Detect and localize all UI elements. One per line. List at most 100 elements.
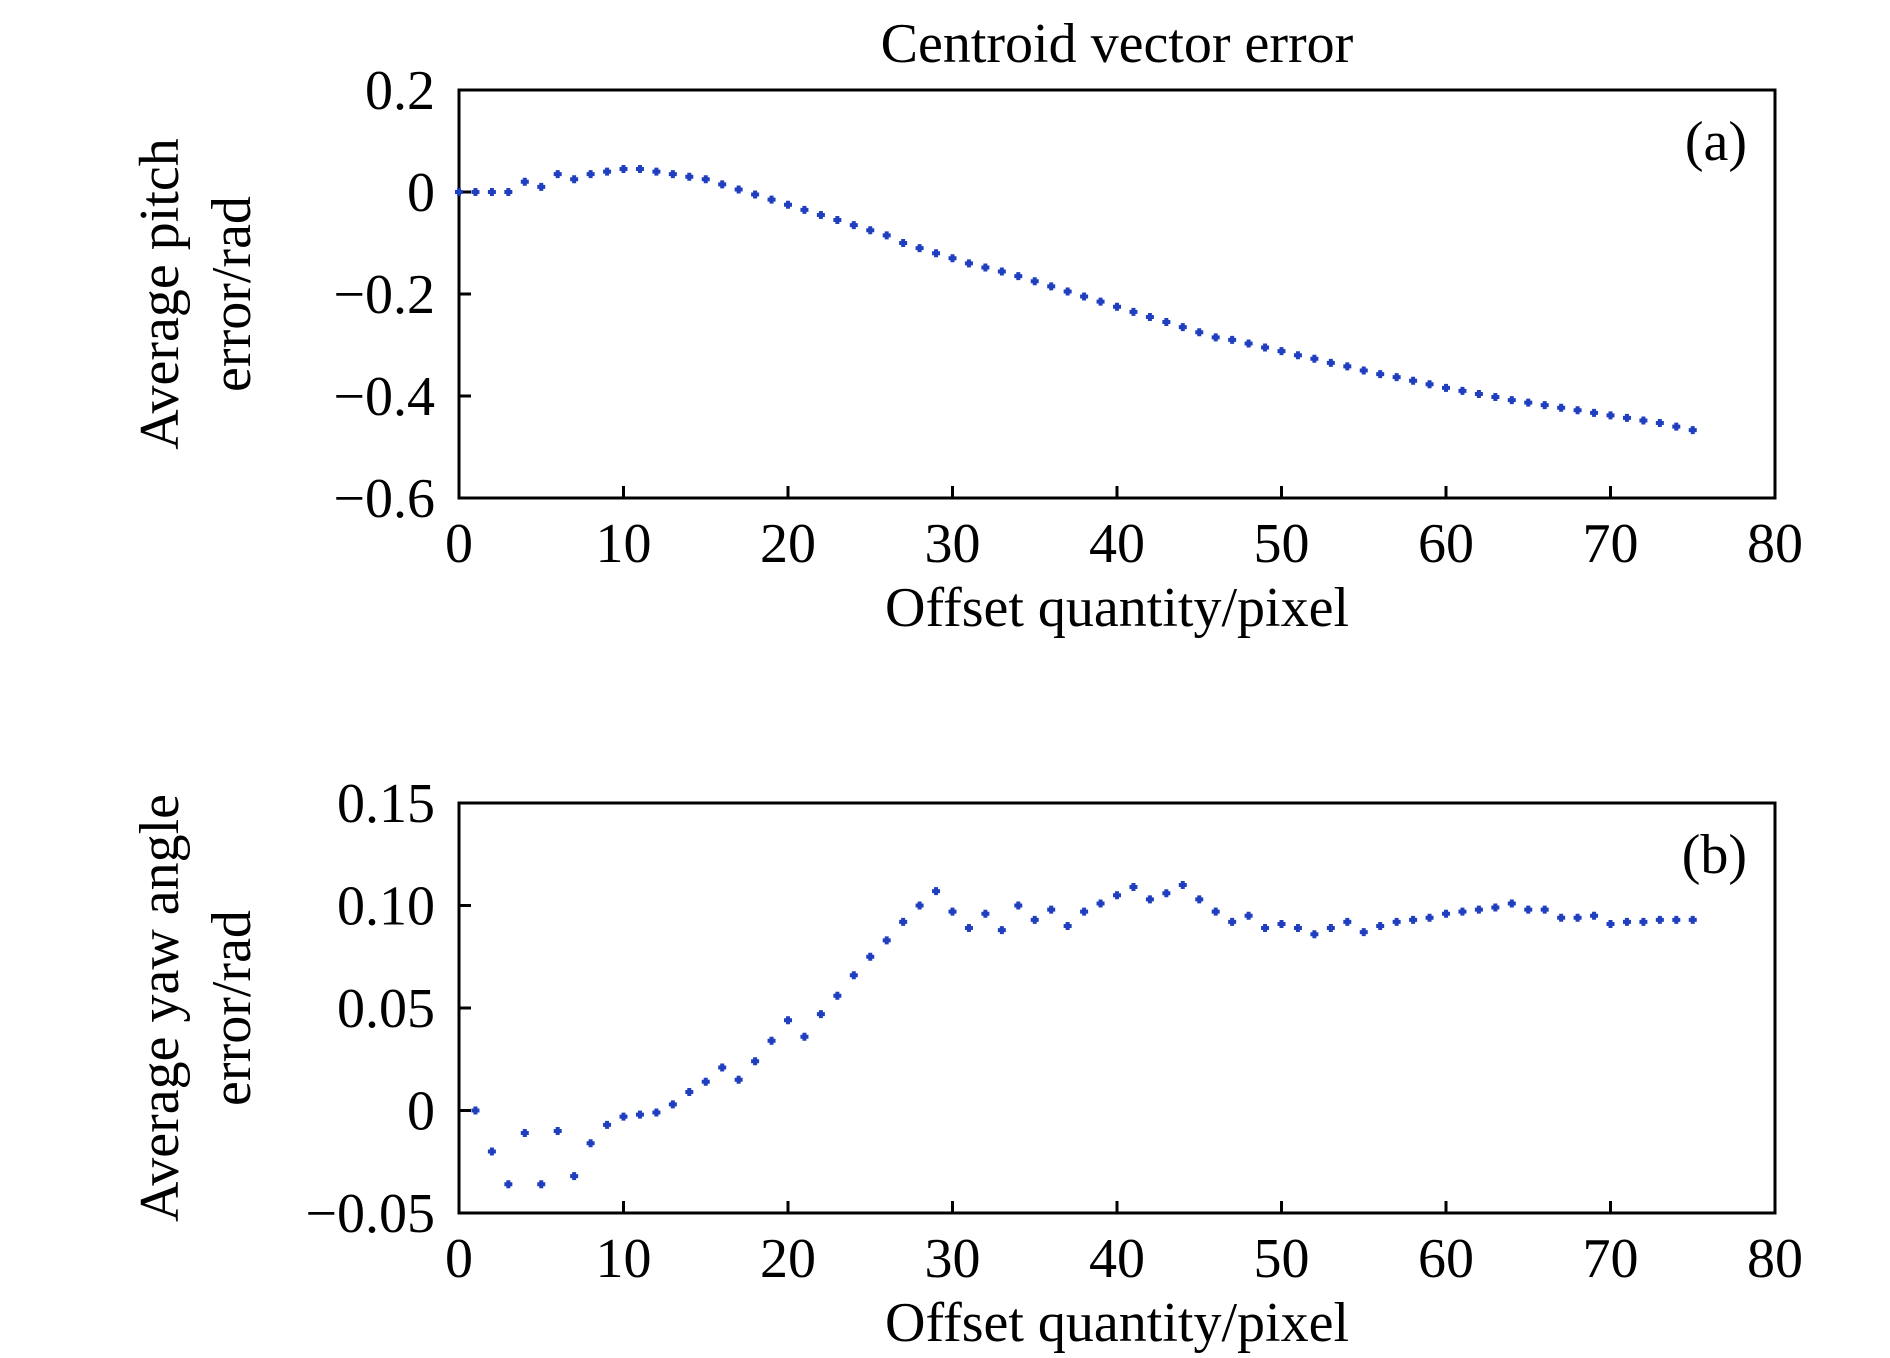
y-tick-label: −0.4 xyxy=(333,366,435,428)
x-tick-label: 0 xyxy=(445,513,473,575)
y-tick-label: 0.10 xyxy=(337,876,435,938)
data-point xyxy=(734,1075,743,1084)
data-point xyxy=(685,172,694,181)
data-point xyxy=(981,263,990,272)
chart-title: Centroid vector error xyxy=(881,13,1354,75)
data-point xyxy=(586,170,595,179)
data-point xyxy=(668,170,677,179)
data-point xyxy=(1409,376,1418,385)
data-point xyxy=(619,165,628,174)
data-point xyxy=(1458,386,1467,395)
data-point xyxy=(997,267,1006,276)
data-point xyxy=(553,170,562,179)
data-point xyxy=(537,1180,546,1189)
data-point xyxy=(1162,889,1171,898)
data-point xyxy=(603,1120,612,1129)
y-tick-label: 0.2 xyxy=(365,60,435,122)
x-tick-label: 0 xyxy=(445,1228,473,1290)
data-point xyxy=(1557,913,1566,922)
y-axis-label-line: error/rad xyxy=(201,910,263,1106)
data-point xyxy=(1228,917,1237,926)
data-point xyxy=(668,1100,677,1109)
data-point xyxy=(882,231,891,240)
data-point xyxy=(734,185,743,194)
data-point xyxy=(1047,905,1056,914)
data-point xyxy=(1047,282,1056,291)
x-tick-label: 50 xyxy=(1254,1228,1310,1290)
data-point xyxy=(701,175,710,184)
plot-frame-1 xyxy=(457,801,1777,1215)
data-point xyxy=(1590,911,1599,920)
data-point xyxy=(866,226,875,235)
data-point xyxy=(1639,917,1648,926)
data-point xyxy=(1326,358,1335,367)
data-point xyxy=(964,259,973,268)
y-tick-label: 0 xyxy=(407,162,435,224)
x-tick-label: 10 xyxy=(596,1228,652,1290)
data-point xyxy=(1606,411,1615,420)
data-point xyxy=(520,1129,529,1138)
x-tick-label: 20 xyxy=(760,513,816,575)
data-point xyxy=(1129,307,1138,316)
y-tick-label: 0.15 xyxy=(337,773,435,835)
data-point xyxy=(1228,335,1237,344)
data-point xyxy=(487,188,496,196)
y-tick-label: −0.05 xyxy=(305,1183,435,1245)
data-point xyxy=(487,1147,496,1156)
data-point xyxy=(1392,917,1401,926)
data-point xyxy=(1606,919,1615,928)
data-point xyxy=(1145,895,1154,904)
data-point xyxy=(751,1057,760,1066)
data-point xyxy=(1688,915,1697,924)
plot-frame-0 xyxy=(457,88,1777,500)
data-point xyxy=(800,205,809,214)
data-point xyxy=(833,216,842,225)
x-tick-label: 70 xyxy=(1583,513,1639,575)
data-point xyxy=(1030,915,1039,924)
data-point xyxy=(1491,903,1500,912)
data-point xyxy=(1326,924,1335,933)
data-point xyxy=(603,167,612,176)
data-point xyxy=(1277,919,1286,928)
data-point xyxy=(1376,922,1385,930)
data-point xyxy=(948,254,957,263)
data-point xyxy=(915,244,924,253)
x-tick-label: 40 xyxy=(1089,513,1145,575)
data-point xyxy=(1211,333,1220,342)
data-point xyxy=(1261,924,1270,933)
data-point xyxy=(767,1036,776,1045)
y-tick-label: −0.6 xyxy=(333,468,435,530)
data-point xyxy=(964,924,973,933)
data-point xyxy=(701,1077,710,1086)
data-point xyxy=(1409,915,1418,924)
data-point xyxy=(1063,287,1072,296)
data-point xyxy=(1376,370,1385,379)
data-point xyxy=(1178,323,1187,332)
data-point xyxy=(932,249,941,258)
data-point xyxy=(816,210,825,219)
data-point xyxy=(455,188,463,196)
data-point xyxy=(1622,413,1631,422)
x-tick-label: 80 xyxy=(1747,1228,1803,1290)
data-point xyxy=(1244,911,1253,920)
data-point xyxy=(1178,881,1187,889)
data-point xyxy=(997,926,1006,935)
data-point xyxy=(1557,403,1566,412)
y-tick-label: −0.2 xyxy=(333,264,435,326)
data-point xyxy=(1622,917,1631,926)
data-point xyxy=(1277,347,1286,356)
data-point xyxy=(504,1180,513,1189)
data-point xyxy=(816,1010,825,1019)
data-point xyxy=(1590,408,1599,417)
data-point xyxy=(1655,419,1664,428)
data-point xyxy=(1310,930,1319,939)
data-point xyxy=(1014,901,1023,910)
data-point xyxy=(1540,905,1549,914)
data-point xyxy=(866,952,875,961)
data-point xyxy=(1293,351,1302,360)
data-point xyxy=(1080,907,1089,916)
x-tick-label: 40 xyxy=(1089,1228,1145,1290)
data-point xyxy=(1507,396,1516,405)
data-point xyxy=(1162,318,1171,327)
